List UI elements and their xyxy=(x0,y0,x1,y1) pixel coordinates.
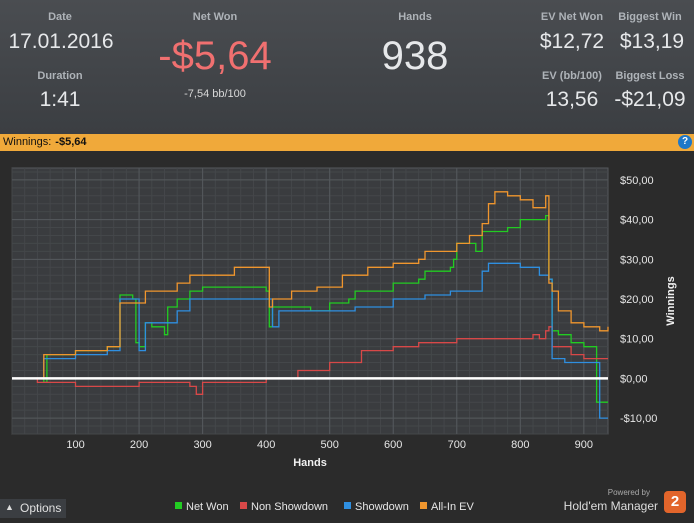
net-won-value: -$5,64 xyxy=(158,34,272,78)
biggest-loss-label: Biggest Loss xyxy=(615,70,685,82)
series-line-all-in-ev xyxy=(12,191,609,380)
date-value: 17.01.2016 xyxy=(8,30,114,53)
brand-name: Hold'em Manager xyxy=(563,499,658,513)
y-tick-label: $50,00 xyxy=(620,175,654,187)
biggest-win-label: Biggest Win xyxy=(618,11,682,23)
y-tick-label: $20,00 xyxy=(620,294,654,306)
x-tick-label: 600 xyxy=(384,439,402,451)
powered-by-text: Powered by xyxy=(607,488,650,497)
options-label: Options xyxy=(20,501,62,515)
y-tick-label: $10,00 xyxy=(620,334,654,346)
x-tick-label: 700 xyxy=(448,439,466,451)
x-tick-label: 800 xyxy=(511,439,529,451)
legend-label: All-In EV xyxy=(431,501,474,513)
options-button[interactable]: ▲ Options xyxy=(0,499,66,518)
y-axis-label: Winnings xyxy=(665,276,677,325)
x-tick-label: 400 xyxy=(257,439,275,451)
chart-svg: 100 200 300 400 500 600 700 800 900 -$10,00 $0,00 $… xyxy=(11,167,677,513)
biggest-win-value: $13,19 xyxy=(619,30,685,53)
legend-swatch xyxy=(240,502,247,509)
duration-label: Duration xyxy=(37,70,83,82)
winnings-label: Winnings: xyxy=(3,136,52,148)
x-tick-label: 100 xyxy=(66,439,84,451)
y-tick-label: -$10,00 xyxy=(620,413,657,425)
brand-logo-block: Powered by Hold'em Manager 2 xyxy=(556,488,688,516)
hm2-logo-icon: 2 xyxy=(664,491,686,513)
winnings-bar: Winnings: -$5,64 ? xyxy=(0,134,694,151)
legend-label: Net Won xyxy=(186,501,229,513)
net-won-bb100: -7,54 bb/100 xyxy=(184,88,246,100)
hands-value: 938 xyxy=(381,34,449,78)
ev-bb100-value: 13,56 xyxy=(545,88,599,111)
series-line-non-showdown xyxy=(12,326,608,395)
winnings-summary: Winnings: -$5,64 xyxy=(3,136,87,148)
legend-swatch xyxy=(344,502,351,509)
date-label: Date xyxy=(48,11,72,23)
x-tick-label: 300 xyxy=(193,439,211,451)
biggest-loss-value: -$21,09 xyxy=(614,88,686,111)
series-line-showdown xyxy=(12,262,608,419)
winnings-chart: 100 200 300 400 500 600 700 800 900 -$10,00 $0,00 $… xyxy=(0,151,694,518)
ev-net-won-value: $12,72 xyxy=(539,30,605,53)
plot-area xyxy=(11,167,609,435)
x-tick-label: 500 xyxy=(321,439,339,451)
hands-label: Hands xyxy=(398,11,432,23)
y-tick-label: $0,00 xyxy=(620,373,648,385)
x-axis-label: Hands xyxy=(293,457,327,469)
legend-swatch xyxy=(175,502,182,509)
help-icon[interactable]: ? xyxy=(678,135,692,149)
net-won-label: Net Won xyxy=(192,11,238,23)
stats-panel: Date 17.01.2016 Duration 1:41 Net Won -$… xyxy=(0,0,694,134)
ev-net-won-label: EV Net Won xyxy=(540,11,604,23)
caret-up-icon: ▲ xyxy=(5,502,14,512)
legend-swatch xyxy=(420,502,427,509)
legend-label: Showdown xyxy=(355,501,409,513)
y-tick-label: $30,00 xyxy=(620,254,654,266)
legend-label: Non Showdown xyxy=(251,501,328,513)
ev-bb100-label: EV (bb/100) xyxy=(542,70,602,82)
x-tick-label: 900 xyxy=(575,439,593,451)
x-tick-label: 200 xyxy=(130,439,148,451)
winnings-value: -$5,64 xyxy=(55,136,87,148)
duration-value: 1:41 xyxy=(39,88,81,111)
y-tick-label: $40,00 xyxy=(620,215,654,227)
